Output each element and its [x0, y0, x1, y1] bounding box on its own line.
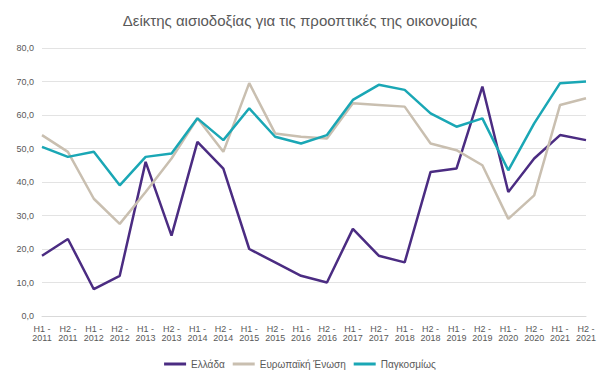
svg-text:H1 -: H1 -	[33, 323, 51, 334]
svg-text:2016: 2016	[317, 333, 337, 343]
svg-text:H2 -: H2 -	[214, 323, 232, 334]
svg-text:40,0: 40,0	[16, 177, 34, 187]
svg-text:H2 -: H2 -	[163, 323, 180, 334]
svg-text:H1 -: H1 -	[499, 323, 517, 334]
svg-text:H2 -: H2 -	[318, 323, 336, 334]
svg-text:30,0: 30,0	[16, 211, 34, 221]
svg-text:2020: 2020	[524, 333, 544, 343]
svg-text:2017: 2017	[343, 333, 363, 343]
svg-text:2019: 2019	[472, 333, 492, 343]
svg-text:2013: 2013	[136, 333, 156, 343]
svg-text:Δείκτης αισιοδοξίας για τις πρ: Δείκτης αισιοδοξίας για τις προοπτικές τ…	[123, 12, 478, 29]
svg-text:H2 -: H2 -	[473, 323, 491, 334]
svg-text:2012: 2012	[110, 333, 130, 343]
svg-text:2012: 2012	[84, 333, 104, 343]
svg-text:2011: 2011	[32, 333, 51, 343]
svg-text:H1 -: H1 -	[292, 323, 310, 334]
svg-text:0,0: 0,0	[21, 311, 34, 321]
svg-text:H1 -: H1 -	[137, 323, 155, 334]
svg-text:20,0: 20,0	[16, 244, 34, 254]
svg-text:50,0: 50,0	[16, 144, 34, 154]
svg-text:60,0: 60,0	[16, 110, 34, 120]
svg-text:70,0: 70,0	[16, 77, 34, 87]
svg-text:H2 -: H2 -	[59, 323, 77, 334]
svg-text:H1 -: H1 -	[188, 323, 206, 334]
svg-text:H1 -: H1 -	[344, 323, 362, 334]
svg-text:2017: 2017	[369, 333, 389, 343]
svg-text:2018: 2018	[395, 333, 415, 343]
svg-text:2015: 2015	[265, 333, 285, 343]
svg-text:H1 -: H1 -	[551, 323, 569, 334]
svg-text:H2 -: H2 -	[525, 323, 543, 334]
svg-text:H2 -: H2 -	[266, 323, 284, 334]
svg-text:Παγκοσμίως: Παγκοσμίως	[381, 359, 436, 370]
svg-text:H2 -: H2 -	[111, 323, 129, 334]
svg-text:Ευρωπαϊκή Ένωση: Ευρωπαϊκή Ένωση	[260, 359, 346, 370]
svg-text:2021: 2021	[550, 333, 570, 343]
svg-text:80,0: 80,0	[16, 43, 34, 53]
svg-text:10,0: 10,0	[16, 278, 34, 288]
svg-text:H1 -: H1 -	[396, 323, 414, 334]
svg-text:2013: 2013	[162, 333, 182, 343]
svg-text:2020: 2020	[498, 333, 518, 343]
svg-text:Ελλάδα: Ελλάδα	[191, 359, 225, 370]
svg-text:2018: 2018	[421, 333, 441, 343]
svg-text:2014: 2014	[213, 333, 233, 343]
svg-text:2021: 2021	[576, 333, 596, 343]
svg-text:H1 -: H1 -	[240, 323, 258, 334]
svg-text:2015: 2015	[239, 333, 259, 343]
svg-text:H2 -: H2 -	[370, 323, 388, 334]
svg-text:2019: 2019	[446, 333, 466, 343]
svg-text:H1 -: H1 -	[448, 323, 465, 334]
svg-text:H1 -: H1 -	[85, 323, 103, 334]
svg-text:2011: 2011	[58, 333, 77, 343]
svg-text:H2 -: H2 -	[422, 323, 440, 334]
svg-text:2016: 2016	[291, 333, 311, 343]
svg-text:H2 -: H2 -	[577, 323, 595, 334]
svg-text:2014: 2014	[187, 333, 207, 343]
